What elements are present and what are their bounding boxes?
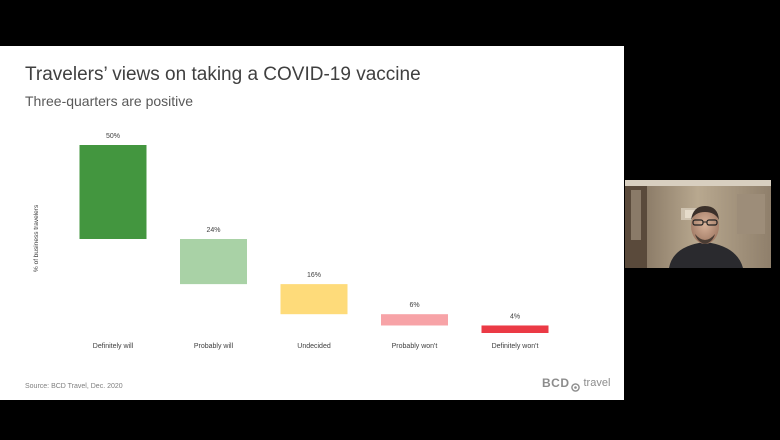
bar-undecided xyxy=(280,284,348,315)
presenter-video-frame xyxy=(625,180,771,268)
category-label: Probably will xyxy=(194,343,234,350)
logo-dot-icon xyxy=(570,379,580,392)
bar-definitely-will xyxy=(79,145,147,239)
presenter-webcam xyxy=(625,180,771,268)
brand-name: BCD xyxy=(542,376,570,390)
y-axis-label: % of business travelers xyxy=(33,204,40,272)
category-label: Undecided xyxy=(297,343,331,350)
bar-definitely-won-t xyxy=(481,325,549,333)
category-label: Probably won't xyxy=(392,343,438,350)
slide-subtitle: Three-quarters are positive xyxy=(25,93,194,109)
category-label: Definitely will xyxy=(93,343,134,350)
bar-probably-won-t xyxy=(381,314,448,326)
data-label: 16% xyxy=(307,272,321,279)
slide-title: Travelers’ views on taking a COVID-19 va… xyxy=(25,64,421,85)
data-label: 50% xyxy=(106,133,120,140)
data-label: 6% xyxy=(409,302,419,309)
bcd-travel-logo: BCD travel xyxy=(542,376,611,392)
bar-probably-will xyxy=(180,239,247,285)
presentation-slide: Travelers’ views on taking a COVID-19 va… xyxy=(0,46,624,400)
data-label: 4% xyxy=(510,313,520,320)
data-label: 24% xyxy=(206,227,220,234)
waterfall-chart: % of business travelers 50% Definitely wil… xyxy=(33,133,549,350)
brand-suffix: travel xyxy=(583,377,611,389)
category-label: Definitely won't xyxy=(492,343,539,350)
source-note: Source: BCD Travel, Dec. 2020 xyxy=(25,383,123,390)
